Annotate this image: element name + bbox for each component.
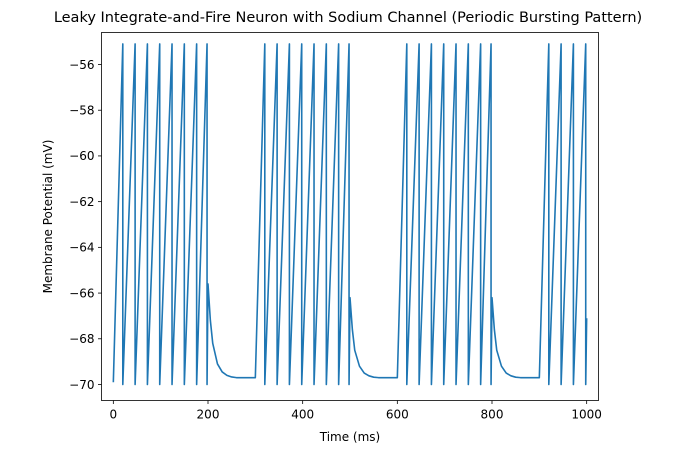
- y-tick-label: −64: [69, 241, 94, 255]
- y-tick-label: −58: [69, 104, 94, 118]
- y-tick-label: −66: [69, 286, 94, 300]
- y-tick-label: −62: [69, 195, 94, 209]
- y-tick-label: −60: [69, 149, 94, 163]
- plot-frame: [101, 32, 599, 401]
- x-tick-label: 800: [481, 408, 504, 422]
- x-tick-label: 0: [110, 408, 118, 422]
- x-tick-label: 400: [291, 408, 314, 422]
- y-tick-label: −70: [69, 378, 94, 392]
- y-tick-label: −68: [69, 332, 94, 346]
- x-tick-label: 200: [197, 408, 220, 422]
- y-axis-label: Membrane Potential (mV): [41, 140, 55, 294]
- x-axis: 0 200 400 600 800 1000: [110, 400, 602, 422]
- x-axis-label: Time (ms): [319, 430, 381, 444]
- plot-area: [112, 43, 588, 386]
- x-tick-label: 600: [386, 408, 409, 422]
- y-axis: −70 −68 −66 −64 −62 −60 −58 −56: [69, 58, 102, 392]
- chart-title: Leaky Integrate-and-Fire Neuron with Sod…: [54, 10, 642, 26]
- x-tick-label: 1000: [571, 408, 602, 422]
- membrane-potential-line: [112, 43, 588, 386]
- y-tick-label: −56: [69, 58, 94, 72]
